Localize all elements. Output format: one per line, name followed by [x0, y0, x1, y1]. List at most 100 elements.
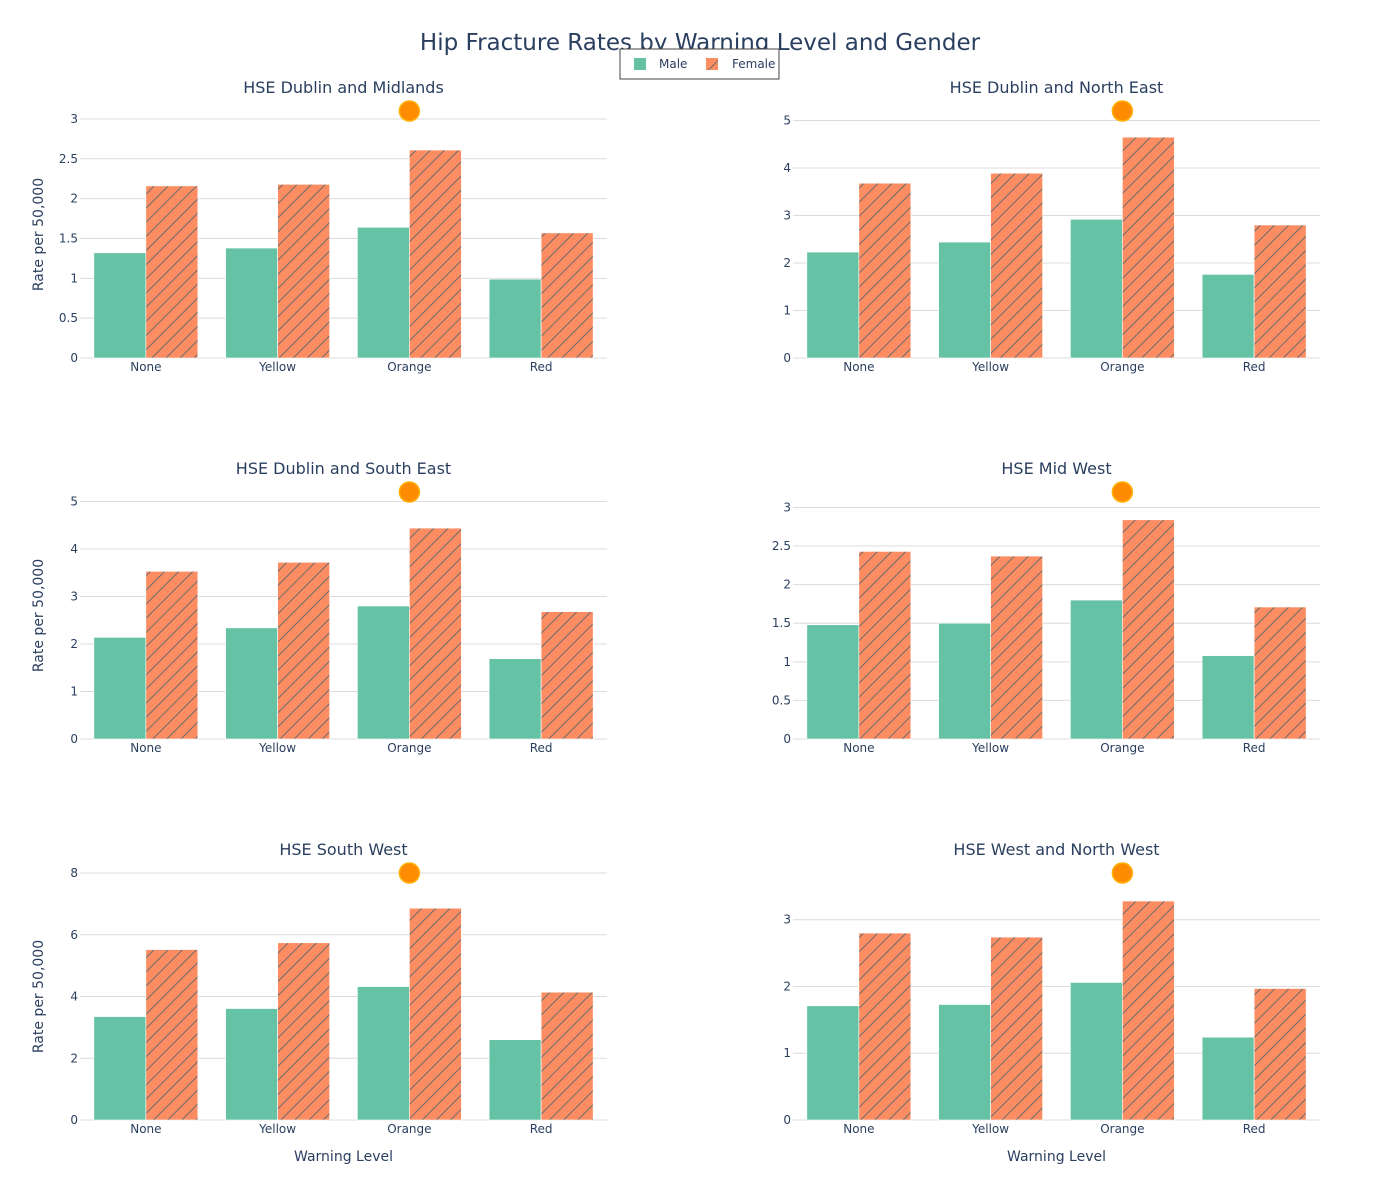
y-axis-title: Rate per 50,000 [31, 178, 47, 291]
bar-female-yellow[interactable] [277, 942, 330, 1121]
bar-female-yellow[interactable] [990, 555, 1043, 740]
y-axis-title: Rate per 50,000 [31, 559, 47, 672]
y-tick-label: 5 [70, 495, 78, 509]
x-tick-label: Orange [387, 741, 431, 755]
bar-male-red[interactable] [488, 1039, 542, 1121]
bar-male-orange[interactable] [357, 605, 410, 740]
y-tick-label: 2 [70, 1051, 78, 1065]
panel-hse-dublin-and-south-east: HSE Dublin and South East 0 1 2 3 4 5 None Yello… [31, 459, 607, 755]
legend-swatch-male [634, 58, 646, 70]
bar-female-orange[interactable] [409, 527, 462, 740]
x-tick-label: Orange [1100, 1122, 1144, 1136]
y-tick-label: 3 [783, 500, 791, 514]
y-tick-label: 1 [783, 1046, 791, 1060]
x-tick-label: Yellow [258, 741, 296, 755]
bar-male-none[interactable] [93, 1016, 147, 1121]
x-tick-label: None [130, 1122, 161, 1136]
bar-male-none[interactable] [93, 637, 147, 740]
bar-female-none[interactable] [145, 571, 199, 740]
y-tick-label: 5 [783, 114, 791, 128]
bar-female-yellow[interactable] [990, 172, 1043, 359]
x-tick-label: Red [1243, 360, 1266, 374]
x-tick-label: Red [530, 741, 553, 755]
bar-female-yellow[interactable] [277, 561, 330, 740]
panel-title: HSE Dublin and Midlands [243, 78, 444, 97]
x-tick-label: Orange [1100, 741, 1144, 755]
y-tick-label: 3 [783, 209, 791, 223]
y-tick-label: 1.5 [772, 616, 791, 630]
bar-female-orange[interactable] [409, 907, 462, 1121]
bar-female-orange[interactable] [1122, 136, 1175, 359]
x-tick-label: Orange [1100, 360, 1144, 374]
y-tick-label: 8 [70, 866, 78, 880]
warning-marker-icon [398, 481, 421, 503]
x-axis-title: Warning Level [294, 1149, 393, 1165]
x-tick-label: None [843, 1122, 874, 1136]
bar-male-yellow[interactable] [938, 1004, 991, 1121]
bar-male-red[interactable] [488, 278, 542, 359]
bar-female-orange[interactable] [409, 149, 462, 359]
y-tick-label: 1 [70, 685, 78, 699]
bar-male-red[interactable] [488, 658, 542, 740]
bar-male-orange[interactable] [357, 986, 410, 1121]
x-axis-title: Warning Level [1007, 1149, 1106, 1165]
bar-male-yellow[interactable] [225, 1008, 278, 1121]
y-tick-label: 2 [783, 979, 791, 993]
bar-male-red[interactable] [1201, 1036, 1255, 1121]
bar-male-none[interactable] [806, 251, 860, 359]
x-tick-label: Red [530, 1122, 553, 1136]
y-tick-label: 6 [70, 928, 78, 942]
bar-male-yellow[interactable] [225, 627, 278, 740]
x-tick-label: Orange [387, 360, 431, 374]
y-tick-label: 2 [70, 192, 78, 206]
bar-male-yellow[interactable] [938, 622, 991, 740]
x-tick-label: Yellow [258, 360, 296, 374]
bar-male-red[interactable] [1201, 274, 1255, 359]
bar-male-none[interactable] [806, 1005, 860, 1121]
bar-male-orange[interactable] [357, 227, 410, 359]
y-tick-label: 1 [783, 304, 791, 318]
legend[interactable]: Male Female [619, 48, 780, 80]
bar-male-none[interactable] [93, 252, 147, 359]
bar-female-none[interactable] [145, 949, 199, 1121]
bar-female-orange[interactable] [1122, 900, 1175, 1121]
bar-male-yellow[interactable] [938, 241, 991, 359]
y-tick-label: 2.5 [59, 152, 78, 166]
y-tick-label: 3 [783, 913, 791, 927]
x-tick-label: Yellow [971, 741, 1009, 755]
panel-hse-dublin-and-north-east: HSE Dublin and North East 0 1 2 3 4 5 None Yello… [783, 78, 1320, 374]
bar-female-red[interactable] [540, 991, 594, 1121]
bar-male-orange[interactable] [1070, 982, 1123, 1121]
bar-female-red[interactable] [1253, 224, 1307, 359]
x-tick-label: None [843, 741, 874, 755]
bar-male-none[interactable] [806, 624, 860, 740]
bar-female-none[interactable] [858, 182, 912, 359]
bar-female-none[interactable] [145, 185, 199, 359]
bar-female-none[interactable] [858, 932, 912, 1121]
x-tick-label: Yellow [971, 1122, 1009, 1136]
bar-male-orange[interactable] [1070, 599, 1123, 740]
legend-label-female: Female [732, 57, 775, 71]
y-tick-label: 0 [783, 732, 791, 746]
bar-female-red[interactable] [540, 611, 594, 740]
warning-marker-icon [398, 100, 421, 122]
warning-marker-icon [1111, 862, 1134, 884]
panel-hse-west-and-north-west: HSE West and North West 0 1 2 3 None Yellow Ora… [783, 840, 1320, 1165]
y-tick-label: 2 [70, 637, 78, 651]
bar-female-none[interactable] [858, 551, 912, 740]
panel-title: HSE Dublin and South East [236, 459, 451, 478]
bar-female-red[interactable] [540, 232, 594, 359]
panel-title: HSE South West [279, 840, 407, 859]
warning-marker-icon [398, 862, 421, 884]
bar-male-red[interactable] [1201, 655, 1255, 740]
bar-female-red[interactable] [1253, 988, 1307, 1121]
panel-title: HSE Mid West [1001, 459, 1111, 478]
y-tick-label: 4 [783, 161, 791, 175]
bar-female-yellow[interactable] [277, 184, 330, 359]
bar-male-yellow[interactable] [225, 247, 278, 359]
x-tick-label: Red [1243, 1122, 1266, 1136]
bar-female-orange[interactable] [1122, 519, 1175, 740]
bar-male-orange[interactable] [1070, 219, 1123, 359]
bar-female-red[interactable] [1253, 606, 1307, 740]
bar-female-yellow[interactable] [990, 936, 1043, 1121]
